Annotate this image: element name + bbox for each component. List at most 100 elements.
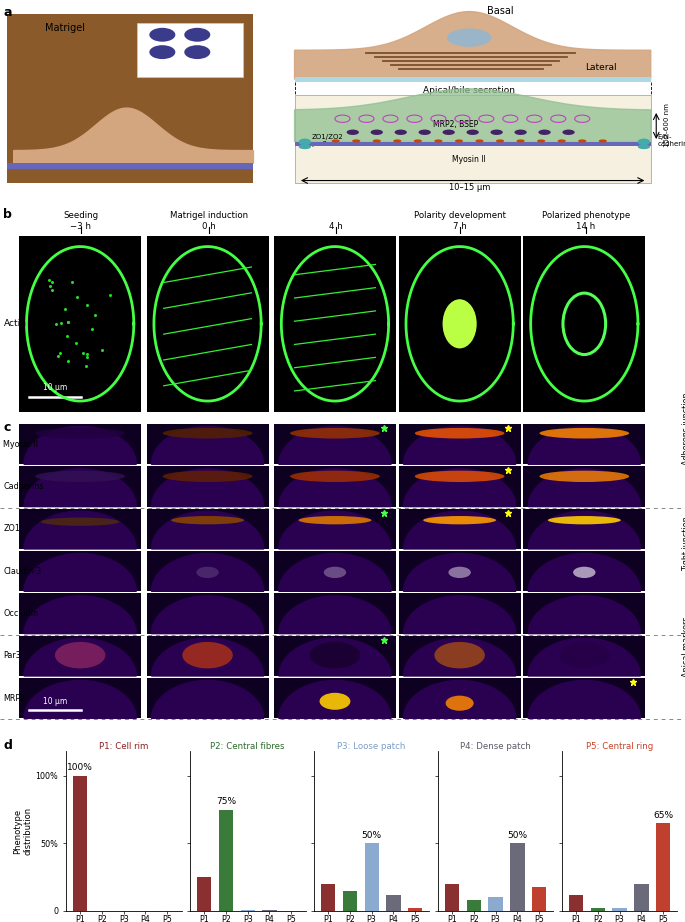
Bar bbox=[19, 467, 141, 506]
Ellipse shape bbox=[162, 470, 253, 482]
Ellipse shape bbox=[496, 139, 504, 143]
Bar bbox=[386, 894, 401, 911]
Text: Par3: Par3 bbox=[3, 651, 21, 660]
Ellipse shape bbox=[299, 145, 311, 149]
Ellipse shape bbox=[310, 642, 360, 668]
Bar bbox=[19, 424, 141, 465]
Ellipse shape bbox=[443, 130, 455, 135]
Bar bbox=[523, 467, 645, 506]
Text: Occludin: Occludin bbox=[3, 609, 38, 618]
Bar bbox=[523, 509, 645, 549]
Text: Matrigel induction: Matrigel induction bbox=[170, 211, 248, 220]
Polygon shape bbox=[24, 638, 136, 676]
Text: 10–15 μm: 10–15 μm bbox=[449, 183, 490, 192]
Polygon shape bbox=[403, 426, 516, 465]
Polygon shape bbox=[528, 680, 640, 718]
Text: Myosin II: Myosin II bbox=[452, 156, 486, 164]
Polygon shape bbox=[528, 596, 640, 633]
Polygon shape bbox=[24, 680, 136, 718]
Polygon shape bbox=[151, 638, 264, 676]
Bar bbox=[147, 678, 269, 718]
Polygon shape bbox=[279, 426, 391, 465]
Text: d: d bbox=[3, 739, 12, 752]
Ellipse shape bbox=[559, 642, 610, 668]
Ellipse shape bbox=[638, 145, 650, 149]
Ellipse shape bbox=[537, 139, 545, 143]
Ellipse shape bbox=[162, 428, 253, 439]
Polygon shape bbox=[403, 680, 516, 718]
Ellipse shape bbox=[35, 470, 125, 482]
Ellipse shape bbox=[447, 29, 492, 47]
Bar bbox=[19, 635, 141, 676]
Bar bbox=[274, 424, 396, 465]
Ellipse shape bbox=[149, 45, 175, 59]
Text: c: c bbox=[3, 421, 11, 434]
Bar bbox=[19, 594, 141, 633]
Text: Apical markers: Apical markers bbox=[682, 617, 685, 677]
Text: Polarized phenotype: Polarized phenotype bbox=[542, 211, 630, 220]
Ellipse shape bbox=[516, 139, 525, 143]
Bar bbox=[523, 594, 645, 633]
Text: MRP2: MRP2 bbox=[3, 693, 25, 703]
Text: Actin: Actin bbox=[3, 319, 27, 328]
Bar bbox=[532, 887, 547, 911]
Bar bbox=[399, 594, 521, 633]
Title: P3: Loose patch: P3: Loose patch bbox=[338, 741, 406, 751]
Text: b: b bbox=[3, 207, 12, 220]
Bar bbox=[399, 467, 521, 506]
Bar bbox=[569, 894, 583, 911]
Bar bbox=[19, 551, 141, 591]
Ellipse shape bbox=[423, 516, 496, 525]
Ellipse shape bbox=[563, 293, 606, 355]
Ellipse shape bbox=[149, 28, 175, 41]
Ellipse shape bbox=[35, 428, 125, 439]
Text: E/N-
cadherin: E/N- cadherin bbox=[658, 135, 685, 148]
Polygon shape bbox=[403, 468, 516, 506]
Ellipse shape bbox=[290, 428, 380, 439]
Polygon shape bbox=[151, 511, 264, 549]
Ellipse shape bbox=[455, 139, 463, 143]
Bar bbox=[295, 142, 651, 146]
Bar bbox=[399, 551, 521, 591]
Text: 150–600 nm: 150–600 nm bbox=[664, 103, 671, 148]
Polygon shape bbox=[151, 553, 264, 591]
Bar bbox=[73, 775, 87, 911]
Text: Apical/bile secretion: Apical/bile secretion bbox=[423, 86, 515, 95]
Bar bbox=[656, 823, 671, 911]
Ellipse shape bbox=[434, 139, 443, 143]
Title: P5: Central ring: P5: Central ring bbox=[586, 741, 653, 751]
Polygon shape bbox=[279, 468, 391, 506]
Bar bbox=[523, 424, 645, 465]
Ellipse shape bbox=[184, 45, 210, 59]
Ellipse shape bbox=[558, 139, 566, 143]
Bar bbox=[523, 635, 645, 676]
Ellipse shape bbox=[638, 138, 650, 146]
Text: Claudin-3: Claudin-3 bbox=[3, 567, 42, 575]
Polygon shape bbox=[528, 426, 640, 465]
Text: −3 h: −3 h bbox=[71, 221, 91, 230]
Bar bbox=[219, 810, 233, 911]
Text: 0 h: 0 h bbox=[202, 221, 216, 230]
Ellipse shape bbox=[319, 692, 351, 710]
Polygon shape bbox=[528, 638, 640, 676]
Text: Myosin II: Myosin II bbox=[3, 440, 38, 449]
Ellipse shape bbox=[41, 517, 119, 526]
Polygon shape bbox=[295, 89, 651, 142]
Polygon shape bbox=[151, 680, 264, 718]
Polygon shape bbox=[528, 468, 640, 506]
Bar bbox=[364, 844, 379, 911]
Bar bbox=[240, 910, 255, 911]
Polygon shape bbox=[24, 468, 136, 506]
FancyBboxPatch shape bbox=[137, 23, 243, 77]
Ellipse shape bbox=[599, 139, 607, 143]
Bar bbox=[274, 678, 396, 718]
Bar bbox=[488, 897, 503, 911]
Ellipse shape bbox=[548, 516, 621, 525]
Bar bbox=[590, 908, 605, 911]
Text: 100%: 100% bbox=[67, 763, 93, 773]
Ellipse shape bbox=[539, 470, 630, 482]
Text: 4 h: 4 h bbox=[329, 221, 342, 230]
Polygon shape bbox=[151, 596, 264, 633]
Ellipse shape bbox=[449, 567, 471, 578]
Ellipse shape bbox=[414, 470, 505, 482]
